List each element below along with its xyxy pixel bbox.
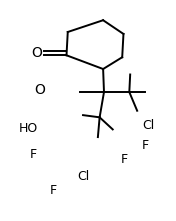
Text: F: F — [49, 184, 57, 197]
Text: O: O — [34, 83, 45, 97]
Text: F: F — [29, 148, 36, 161]
Text: HO: HO — [18, 122, 38, 135]
Text: Cl: Cl — [77, 170, 89, 183]
Text: Cl: Cl — [142, 119, 154, 132]
Text: F: F — [121, 153, 128, 166]
Text: O: O — [31, 46, 42, 60]
Text: F: F — [142, 139, 149, 152]
